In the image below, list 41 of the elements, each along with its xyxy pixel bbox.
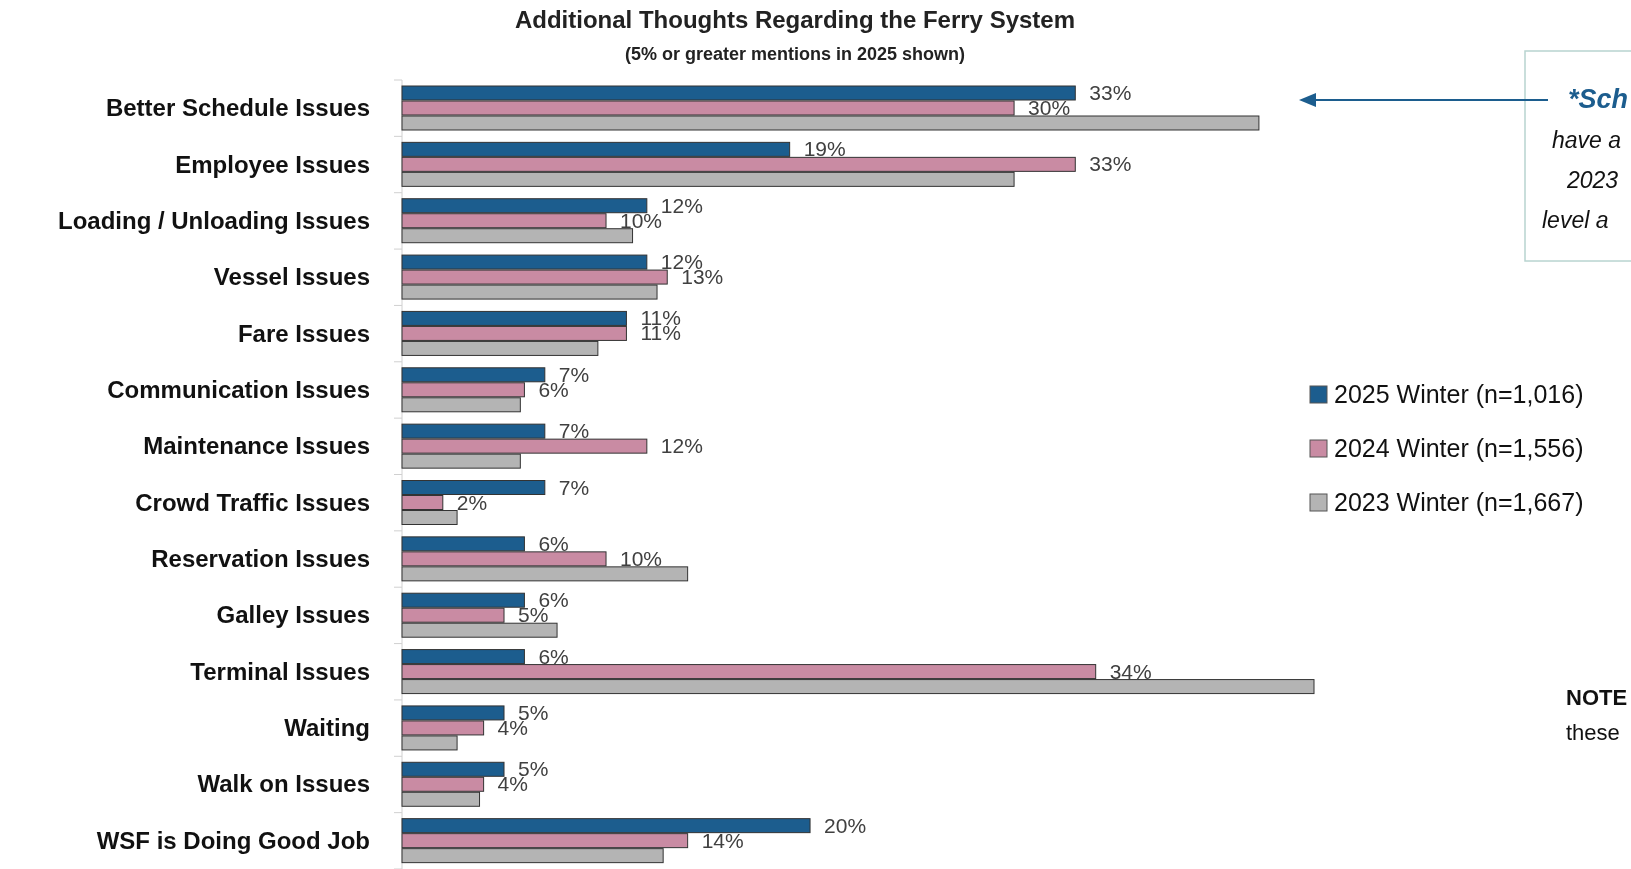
data-label: 34% — [1109, 659, 1152, 683]
y-tick-label: Employee Issues — [175, 150, 370, 178]
data-label: 10% — [620, 546, 663, 570]
data-label: 7% — [558, 475, 590, 499]
data-label: 30% — [1028, 96, 1071, 119]
y-tick-label: Waiting — [284, 714, 370, 742]
data-label: 10% — [620, 208, 663, 232]
y-tick-label: Galley Issues — [216, 601, 370, 629]
text: NOTE — [1566, 685, 1628, 710]
chart-subtitle: (5% or greater mentions in 2025 shown) — [624, 44, 966, 64]
legend-label: 2025 Winter (n=1,016) — [1334, 380, 1584, 408]
y-tick-label: WSF is Doing Good Job — [96, 826, 370, 854]
data-label: 12% — [660, 434, 703, 458]
data-label: 7% — [558, 419, 590, 443]
text: *Sch — [1568, 84, 1629, 114]
y-tick-label: Walk on Issues — [197, 770, 370, 798]
y-tick-label: Communication Issues — [107, 375, 370, 403]
text: have a — [1552, 127, 1622, 153]
data-label: 2% — [456, 490, 488, 514]
y-tick-label: Maintenance Issues — [143, 432, 370, 460]
y-tick-label: Crowd Traffic Issues — [135, 488, 370, 516]
data-label: 19% — [803, 137, 846, 161]
y-tick-label: Fare Issues — [237, 319, 370, 347]
y-tick-label: Terminal Issues — [190, 657, 370, 685]
y-tick-label: Vessel Issues — [213, 263, 370, 291]
data-label: 33% — [1089, 81, 1132, 104]
data-label: 20% — [824, 813, 867, 837]
data-label: 6% — [538, 644, 569, 668]
data-label: 6% — [538, 531, 569, 555]
legend-label: 2023 Winter (n=1,667) — [1334, 488, 1584, 516]
data-label: 14% — [701, 828, 744, 852]
legend-label: 2024 Winter (n=1,556) — [1334, 434, 1584, 462]
y-tick-label: Reservation Issues — [151, 545, 370, 573]
data-label: 33% — [1089, 152, 1132, 176]
data-label: 12% — [660, 193, 703, 217]
y-tick-label: Loading / Unloading Issues — [57, 206, 370, 234]
chart-title: Additional Thoughts Regarding the Ferry System — [514, 6, 1076, 33]
text: these — [1566, 720, 1620, 745]
text: 2023 — [1566, 167, 1619, 193]
y-tick-label: Better Schedule Issues — [105, 94, 370, 122]
text: level a — [1542, 207, 1609, 233]
